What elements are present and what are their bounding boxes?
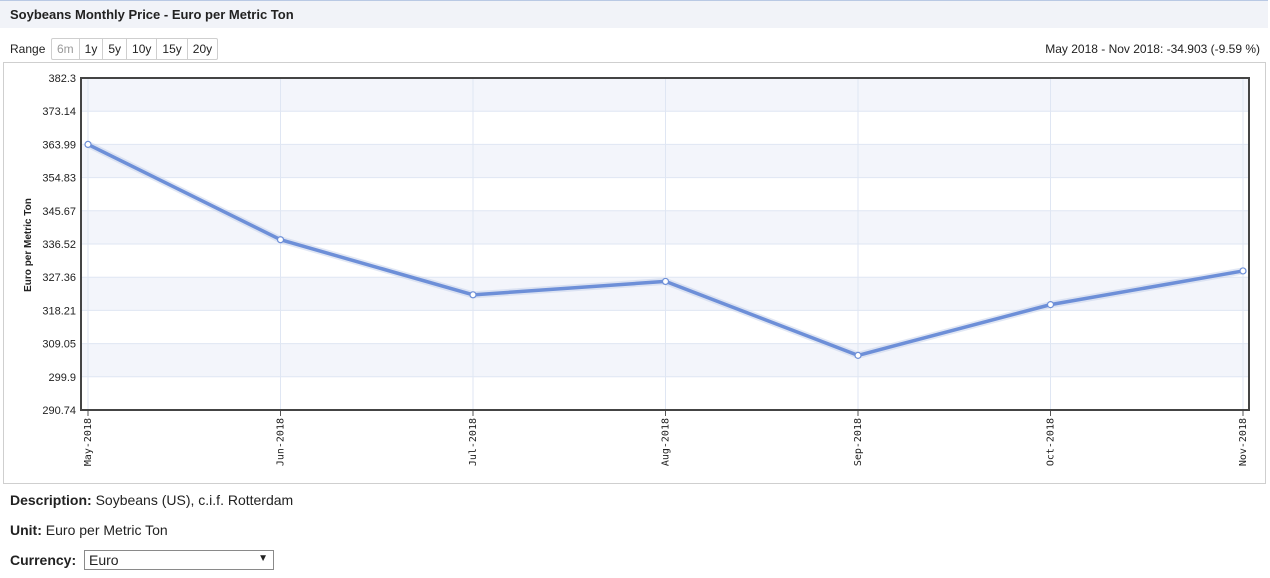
- range-button-group: 6m 1y 5y 10y 15y 20y: [51, 38, 219, 60]
- data-point: [1239, 267, 1247, 275]
- range-button-10y[interactable]: 10y: [127, 39, 158, 59]
- y-tick-label: 290.74: [42, 405, 76, 417]
- data-point: [276, 236, 285, 244]
- y-tick-label: 309.05: [42, 339, 76, 351]
- x-tick-label: Aug-2018: [661, 418, 672, 466]
- currency-selected-value: Euro: [89, 552, 119, 568]
- y-tick-label: 382.3: [48, 73, 76, 85]
- y-tick-label: 299.9: [48, 372, 76, 384]
- chart-frame: [3, 62, 1266, 484]
- data-point: [661, 277, 670, 286]
- x-tick-label: Oct-2018: [1046, 418, 1057, 466]
- x-tick-label: Jun-2018: [276, 418, 287, 466]
- y-axis-label: Euro per Metric Ton: [23, 198, 34, 292]
- description-label: Description:: [10, 492, 92, 508]
- chevron-down-icon: ▼: [258, 553, 268, 564]
- x-tick-label: Sep-2018: [853, 418, 864, 466]
- data-point: [1046, 301, 1055, 309]
- unit-row: Unit: Euro per Metric Ton: [10, 522, 168, 538]
- description-row: Description: Soybeans (US), c.i.f. Rotte…: [10, 492, 293, 508]
- description-value: Soybeans (US), c.i.f. Rotterdam: [95, 492, 294, 508]
- range-button-5y[interactable]: 5y: [103, 39, 128, 59]
- data-point: [854, 351, 862, 359]
- currency-row: Currency:: [10, 552, 76, 568]
- range-button-6m: 6m: [52, 39, 80, 59]
- y-tick-label: 354.83: [42, 173, 76, 185]
- x-tick-label: Jul-2018: [468, 418, 479, 466]
- chart-title: Soybeans Monthly Price - Euro per Metric…: [10, 7, 294, 22]
- data-point: [469, 291, 477, 299]
- range-button-20y[interactable]: 20y: [192, 42, 213, 56]
- line-chart: 382.3 373.14 363.99 354.83 345.67 336.52 327.3…: [23, 73, 1250, 466]
- price-change-summary: May 2018 - Nov 2018: -34.903 (-9.59 %): [1045, 42, 1260, 56]
- y-tick-label: 363.99: [42, 139, 76, 151]
- range-button-15y[interactable]: 15y: [157, 39, 188, 59]
- range-label: Range: [10, 42, 46, 56]
- unit-value: Euro per Metric Ton: [45, 522, 168, 538]
- x-tick-label: Nov-2018: [1238, 418, 1249, 466]
- chart-header: Soybeans Monthly Price - Euro per Metric…: [0, 0, 1268, 28]
- unit-label: Unit:: [10, 522, 42, 538]
- y-tick-label: 318.21: [42, 305, 76, 317]
- range-button-1y[interactable]: 1y: [80, 39, 104, 59]
- data-point: [84, 140, 92, 148]
- y-tick-label: 373.14: [42, 106, 76, 118]
- currency-label: Currency:: [10, 552, 77, 568]
- y-tick-label: 327.36: [42, 272, 76, 284]
- currency-select[interactable]: Euro ▼: [84, 550, 274, 570]
- x-tick-label: May-2018: [83, 418, 94, 466]
- y-tick-label: 345.67: [42, 206, 76, 218]
- y-tick-label: 336.52: [42, 239, 76, 251]
- plot-border: [80, 77, 1250, 411]
